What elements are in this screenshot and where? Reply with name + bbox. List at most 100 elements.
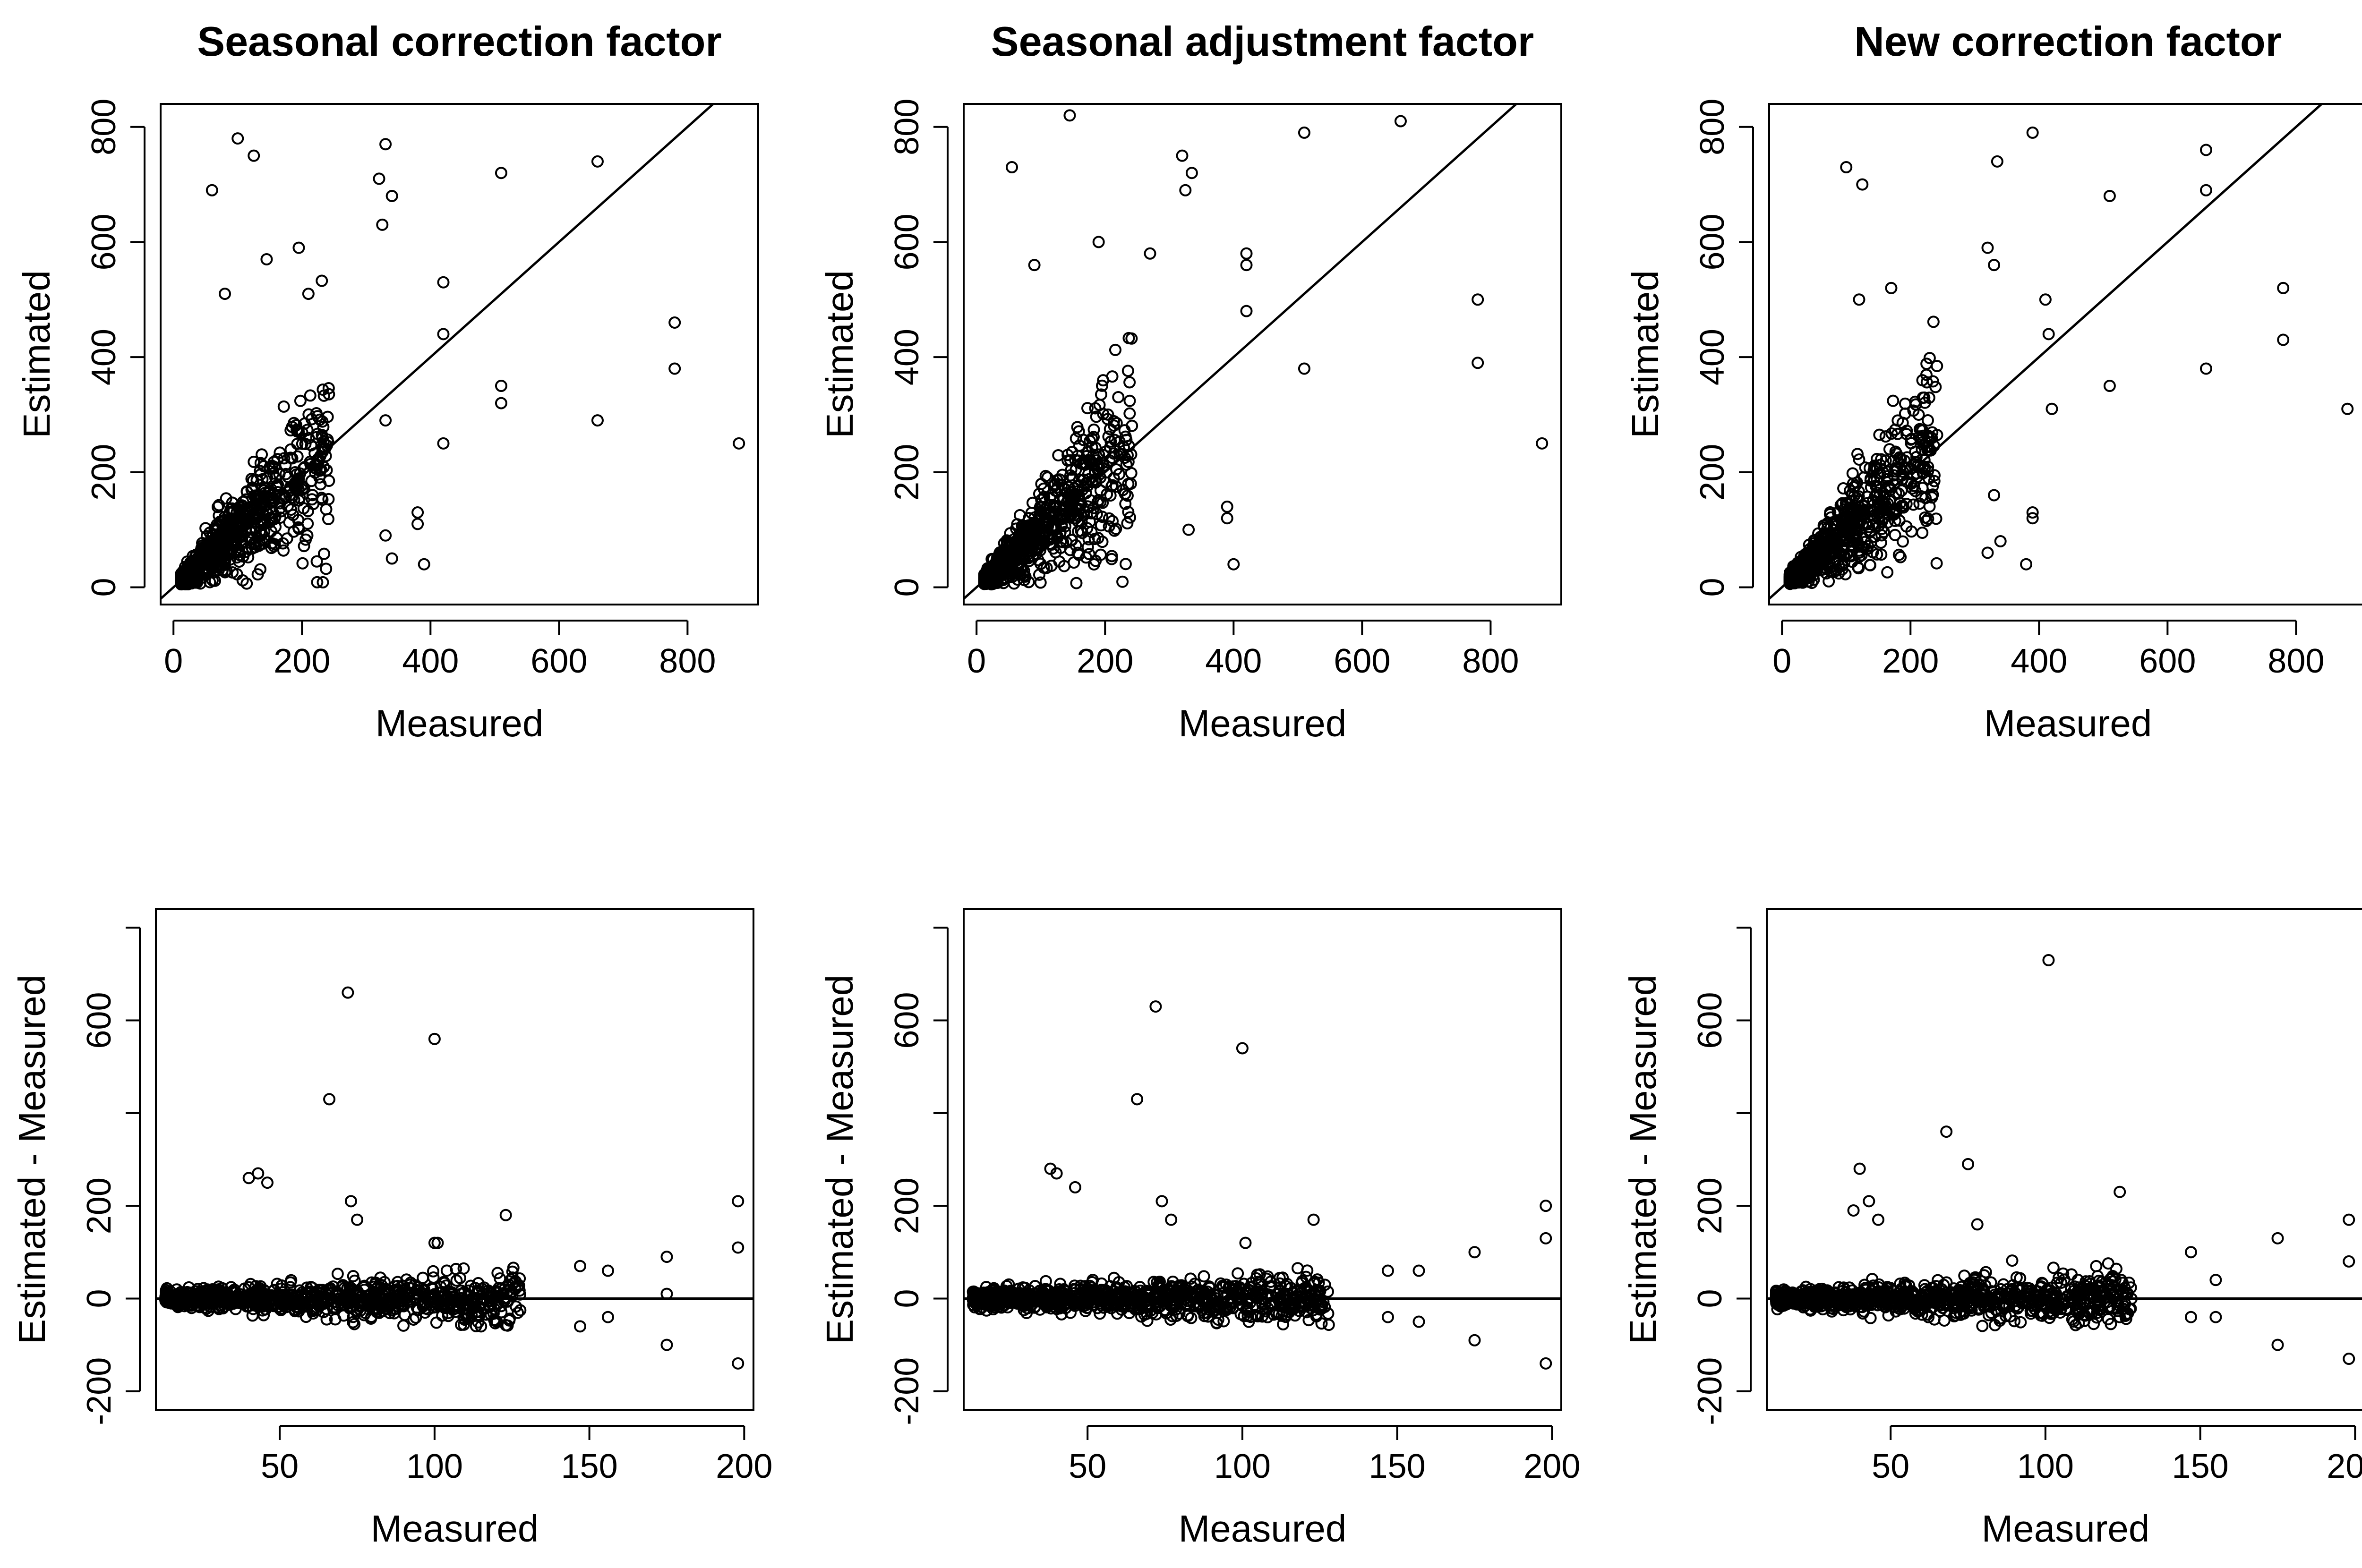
y-tick-label: 200	[888, 444, 926, 501]
x-tick-label: 200	[1077, 642, 1133, 680]
data-point	[376, 218, 389, 231]
data-point	[272, 1289, 285, 1302]
data-point	[1102, 430, 1115, 443]
data-point	[457, 1312, 470, 1324]
data-point	[310, 555, 323, 568]
data-point	[1201, 1306, 1214, 1319]
data-point	[411, 518, 424, 530]
y-tick-label: 600	[1694, 213, 1731, 270]
data-point	[279, 459, 292, 471]
data-point	[219, 523, 231, 536]
data-point	[1307, 1213, 1320, 1226]
data-point	[1896, 535, 1909, 548]
data-point	[254, 1280, 267, 1293]
data-point	[1808, 537, 1821, 549]
x-tick-label: 200	[2327, 1448, 2362, 1485]
plot-frame	[155, 908, 754, 1411]
data-point	[208, 574, 221, 587]
x-tick-label: 100	[1214, 1448, 1271, 1485]
data-point	[1088, 533, 1101, 545]
data-point	[1121, 365, 1134, 377]
y-tick-label: 800	[1694, 99, 1731, 155]
data-point	[160, 1294, 173, 1307]
data-point	[220, 564, 233, 577]
data-point	[2341, 402, 2354, 415]
y-tick-label: 200	[1691, 1177, 1729, 1234]
data-point	[1855, 549, 1868, 562]
data-point	[323, 1283, 335, 1296]
y-tick-label: -200	[888, 1357, 926, 1425]
data-point	[1239, 1236, 1252, 1249]
data-point	[1910, 451, 1923, 463]
data-point	[668, 362, 681, 375]
chart-panel-6: 50100150200Measured-2000200600Estimated …	[1622, 908, 2362, 1550]
data-point	[1840, 161, 1853, 174]
data-point	[317, 576, 329, 588]
y-tick-label: 600	[888, 992, 926, 1048]
data-point	[1106, 370, 1119, 383]
data-point	[2103, 189, 2116, 202]
data-point	[245, 483, 258, 496]
data-point	[732, 1241, 745, 1254]
data-point	[601, 1264, 614, 1277]
data-point	[1981, 546, 1994, 559]
data-point	[995, 1295, 1008, 1307]
data-point	[1241, 1310, 1254, 1322]
data-point	[1885, 281, 1898, 294]
data-points	[1770, 954, 2355, 1365]
data-point	[460, 1309, 473, 1322]
data-point	[1135, 1310, 1148, 1323]
data-point	[256, 448, 268, 461]
y-tick-label: 0	[888, 578, 926, 597]
y-tick-label: -200	[80, 1357, 118, 1425]
data-point	[1536, 437, 1549, 450]
x-tick-label: 200	[716, 1448, 772, 1485]
y-tick-label: 0	[888, 1289, 926, 1308]
data-point	[1846, 505, 1858, 518]
data-point	[1033, 537, 1045, 549]
data-points	[175, 132, 745, 591]
data-point	[1023, 554, 1036, 567]
data-point	[2039, 293, 2052, 306]
data-point	[2020, 558, 2033, 571]
data-point	[302, 288, 315, 300]
data-point	[1298, 362, 1310, 375]
data-point	[1072, 454, 1085, 467]
data-point	[342, 986, 354, 999]
data-point	[379, 138, 392, 151]
data-point	[1257, 1303, 1269, 1316]
data-point	[1103, 520, 1115, 533]
y-tick-label: 200	[888, 1177, 926, 1234]
data-point	[601, 1311, 614, 1323]
x-axis-label: Measured	[1179, 702, 1347, 744]
data-point	[418, 558, 430, 571]
data-point	[1881, 566, 1894, 579]
data-point	[291, 450, 304, 463]
data-point	[1131, 1093, 1144, 1106]
data-point	[292, 241, 305, 254]
data-point	[231, 132, 244, 145]
data-point	[359, 1306, 372, 1319]
data-point	[1913, 430, 1926, 443]
data-point	[1126, 419, 1138, 432]
data-point	[1981, 241, 1994, 254]
data-point	[1123, 394, 1136, 407]
data-point	[1107, 447, 1120, 460]
data-point	[1236, 1042, 1249, 1055]
data-point	[1198, 1270, 1210, 1283]
data-points	[967, 1000, 1552, 1370]
data-point	[733, 437, 745, 450]
data-point	[197, 571, 209, 584]
data-points	[159, 986, 745, 1370]
data-point	[1146, 1306, 1159, 1319]
data-point	[1853, 453, 1866, 466]
data-point	[1540, 1357, 1552, 1370]
data-point	[573, 1260, 586, 1272]
data-point	[1873, 428, 1886, 441]
data-point	[197, 544, 209, 556]
data-point	[514, 1304, 527, 1317]
data-point	[323, 1093, 336, 1106]
data-point	[427, 1283, 439, 1295]
data-point	[1116, 575, 1129, 588]
